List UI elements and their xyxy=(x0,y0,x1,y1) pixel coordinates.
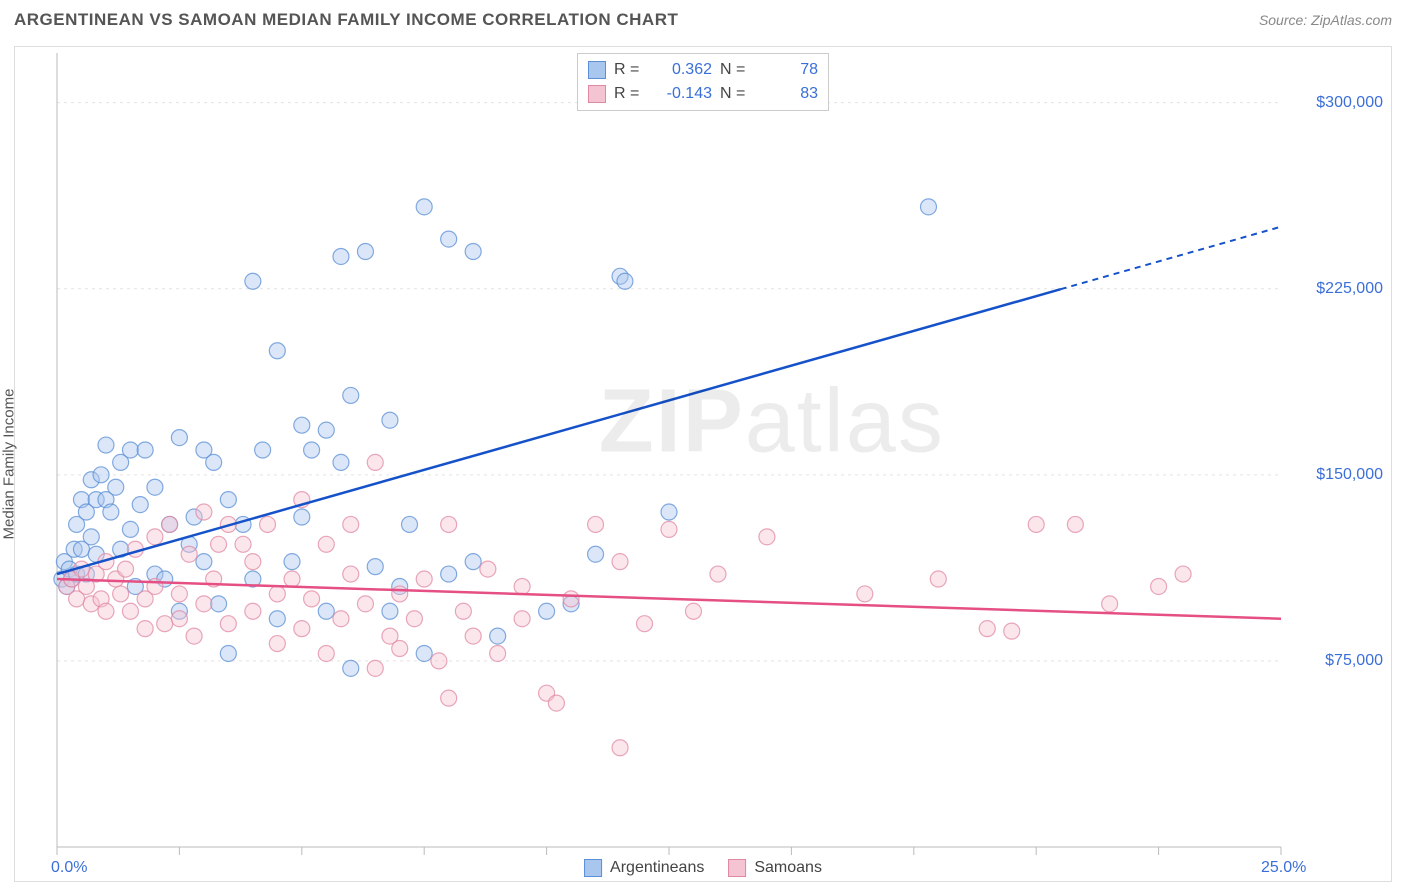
y-tick-label: $300,000 xyxy=(1316,94,1383,112)
swatch-argentineans-icon xyxy=(584,859,602,877)
n-value-argentineans: 78 xyxy=(758,61,818,79)
source-label: Source: ZipAtlas.com xyxy=(1259,12,1392,28)
swatch-samoans-icon xyxy=(728,859,746,877)
correlation-legend: R = 0.362 N = 78 R = -0.143 N = 83 xyxy=(577,53,829,111)
y-tick-label: $225,000 xyxy=(1316,280,1383,298)
chart-title: ARGENTINEAN VS SAMOAN MEDIAN FAMILY INCO… xyxy=(14,10,678,30)
series-legend: Argentineans Samoans xyxy=(584,859,822,877)
header: ARGENTINEAN VS SAMOAN MEDIAN FAMILY INCO… xyxy=(0,0,1406,36)
scatter-chart xyxy=(15,47,1391,881)
n-value-samoans: 83 xyxy=(758,85,818,103)
r-value-argentineans: 0.362 xyxy=(652,61,712,79)
legend-item-argentineans: Argentineans xyxy=(584,859,704,877)
x-axis-max-label: 25.0% xyxy=(1261,859,1306,877)
y-tick-label: $150,000 xyxy=(1316,466,1383,484)
swatch-argentineans xyxy=(588,61,606,79)
swatch-samoans xyxy=(588,85,606,103)
chart-container: Median Family Income ZIPatlas R = 0.362 … xyxy=(14,46,1392,882)
x-axis-min-label: 0.0% xyxy=(51,859,87,877)
r-value-samoans: -0.143 xyxy=(652,85,712,103)
legend-item-samoans: Samoans xyxy=(728,859,822,877)
y-axis-label: Median Family Income xyxy=(1,389,18,540)
legend-row-argentineans: R = 0.362 N = 78 xyxy=(588,58,818,82)
y-tick-label: $75,000 xyxy=(1325,652,1383,670)
legend-row-samoans: R = -0.143 N = 83 xyxy=(588,82,818,106)
